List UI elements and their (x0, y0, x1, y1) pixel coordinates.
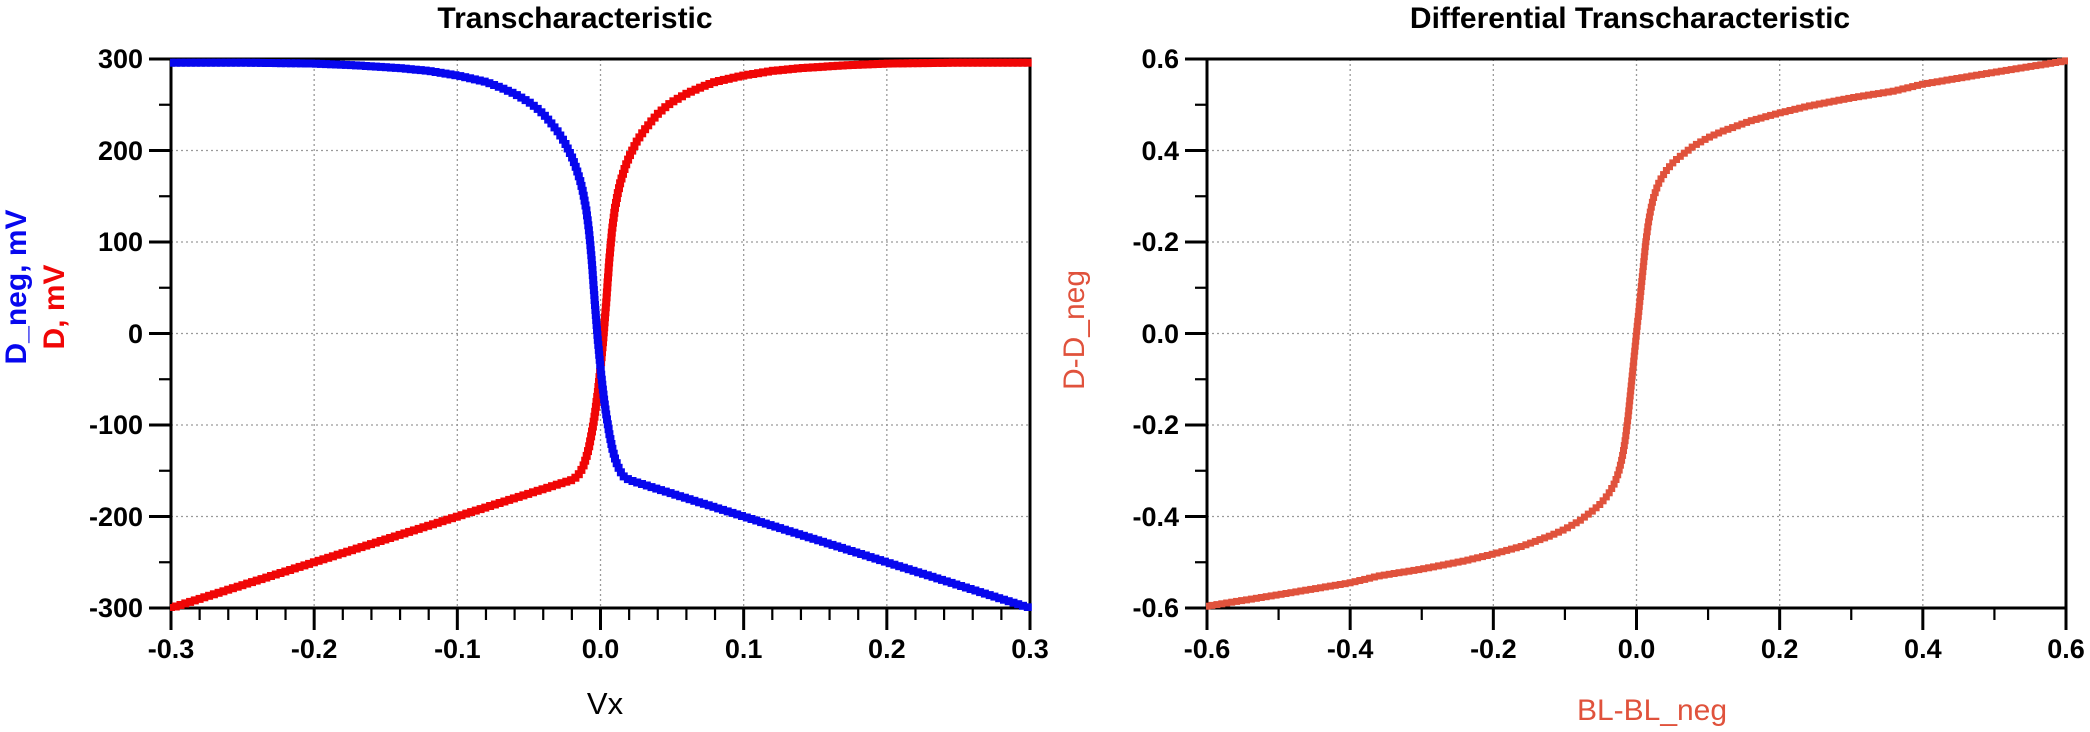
left-y-axis-label-d-neg: D_neg, mV (0, 209, 33, 365)
series-D (170, 58, 1032, 611)
right-x-axis-label: BL-BL_neg (1576, 694, 1728, 727)
y-tick-label: 200 (97, 135, 143, 166)
y-tick-label: -0.2 (1132, 410, 1179, 440)
y-tick-label: 0.4 (1141, 135, 1179, 166)
right-y-axis-label: D-D_neg (1058, 269, 1091, 391)
y-tick-label: 0 (127, 318, 143, 349)
y-tick-label: -0.2 (1132, 227, 1179, 257)
series-D-D_neg (1206, 57, 2068, 610)
x-tick-label: 0.6 (2047, 634, 2085, 664)
x-tick-label: -0.6 (1183, 634, 1231, 664)
y-tick-label: -100 (88, 410, 143, 440)
y-tick-label: -200 (88, 501, 143, 532)
left-chart-title: Transcharacteristic (437, 2, 713, 35)
x-tick-label: 0.1 (724, 634, 763, 664)
x-tick-label: -0.3 (147, 634, 195, 664)
y-tick-label: 100 (97, 227, 143, 257)
y-tick-label: 300 (97, 44, 143, 74)
x-tick-label: 0.3 (1011, 634, 1049, 664)
x-tick-label: -0.1 (434, 634, 481, 664)
y-tick-label: 0.0 (1141, 318, 1179, 349)
x-tick-label: -0.2 (290, 634, 338, 664)
series-D_neg (170, 58, 1032, 611)
left-x-axis-label: Vx (586, 686, 624, 721)
x-tick-label: 0.4 (1904, 634, 1942, 664)
x-tick-label: -0.4 (1326, 634, 1374, 664)
y-tick-label: -0.4 (1132, 501, 1179, 532)
y-tick-label: 0.6 (1141, 44, 1179, 74)
right-chart-title: Differential Transcharacteristic (1409, 2, 1851, 35)
x-tick-label: 0.2 (868, 634, 906, 664)
x-tick-label: 0.0 (581, 634, 620, 664)
x-tick-label: 0.0 (1617, 634, 1656, 664)
left-y-axis-label-d: D, mV (38, 264, 71, 350)
y-tick-label: -0.6 (1132, 593, 1179, 623)
x-tick-label: 0.2 (1760, 634, 1799, 664)
y-tick-label: -300 (88, 593, 143, 623)
x-tick-label: -0.2 (1470, 634, 1517, 664)
